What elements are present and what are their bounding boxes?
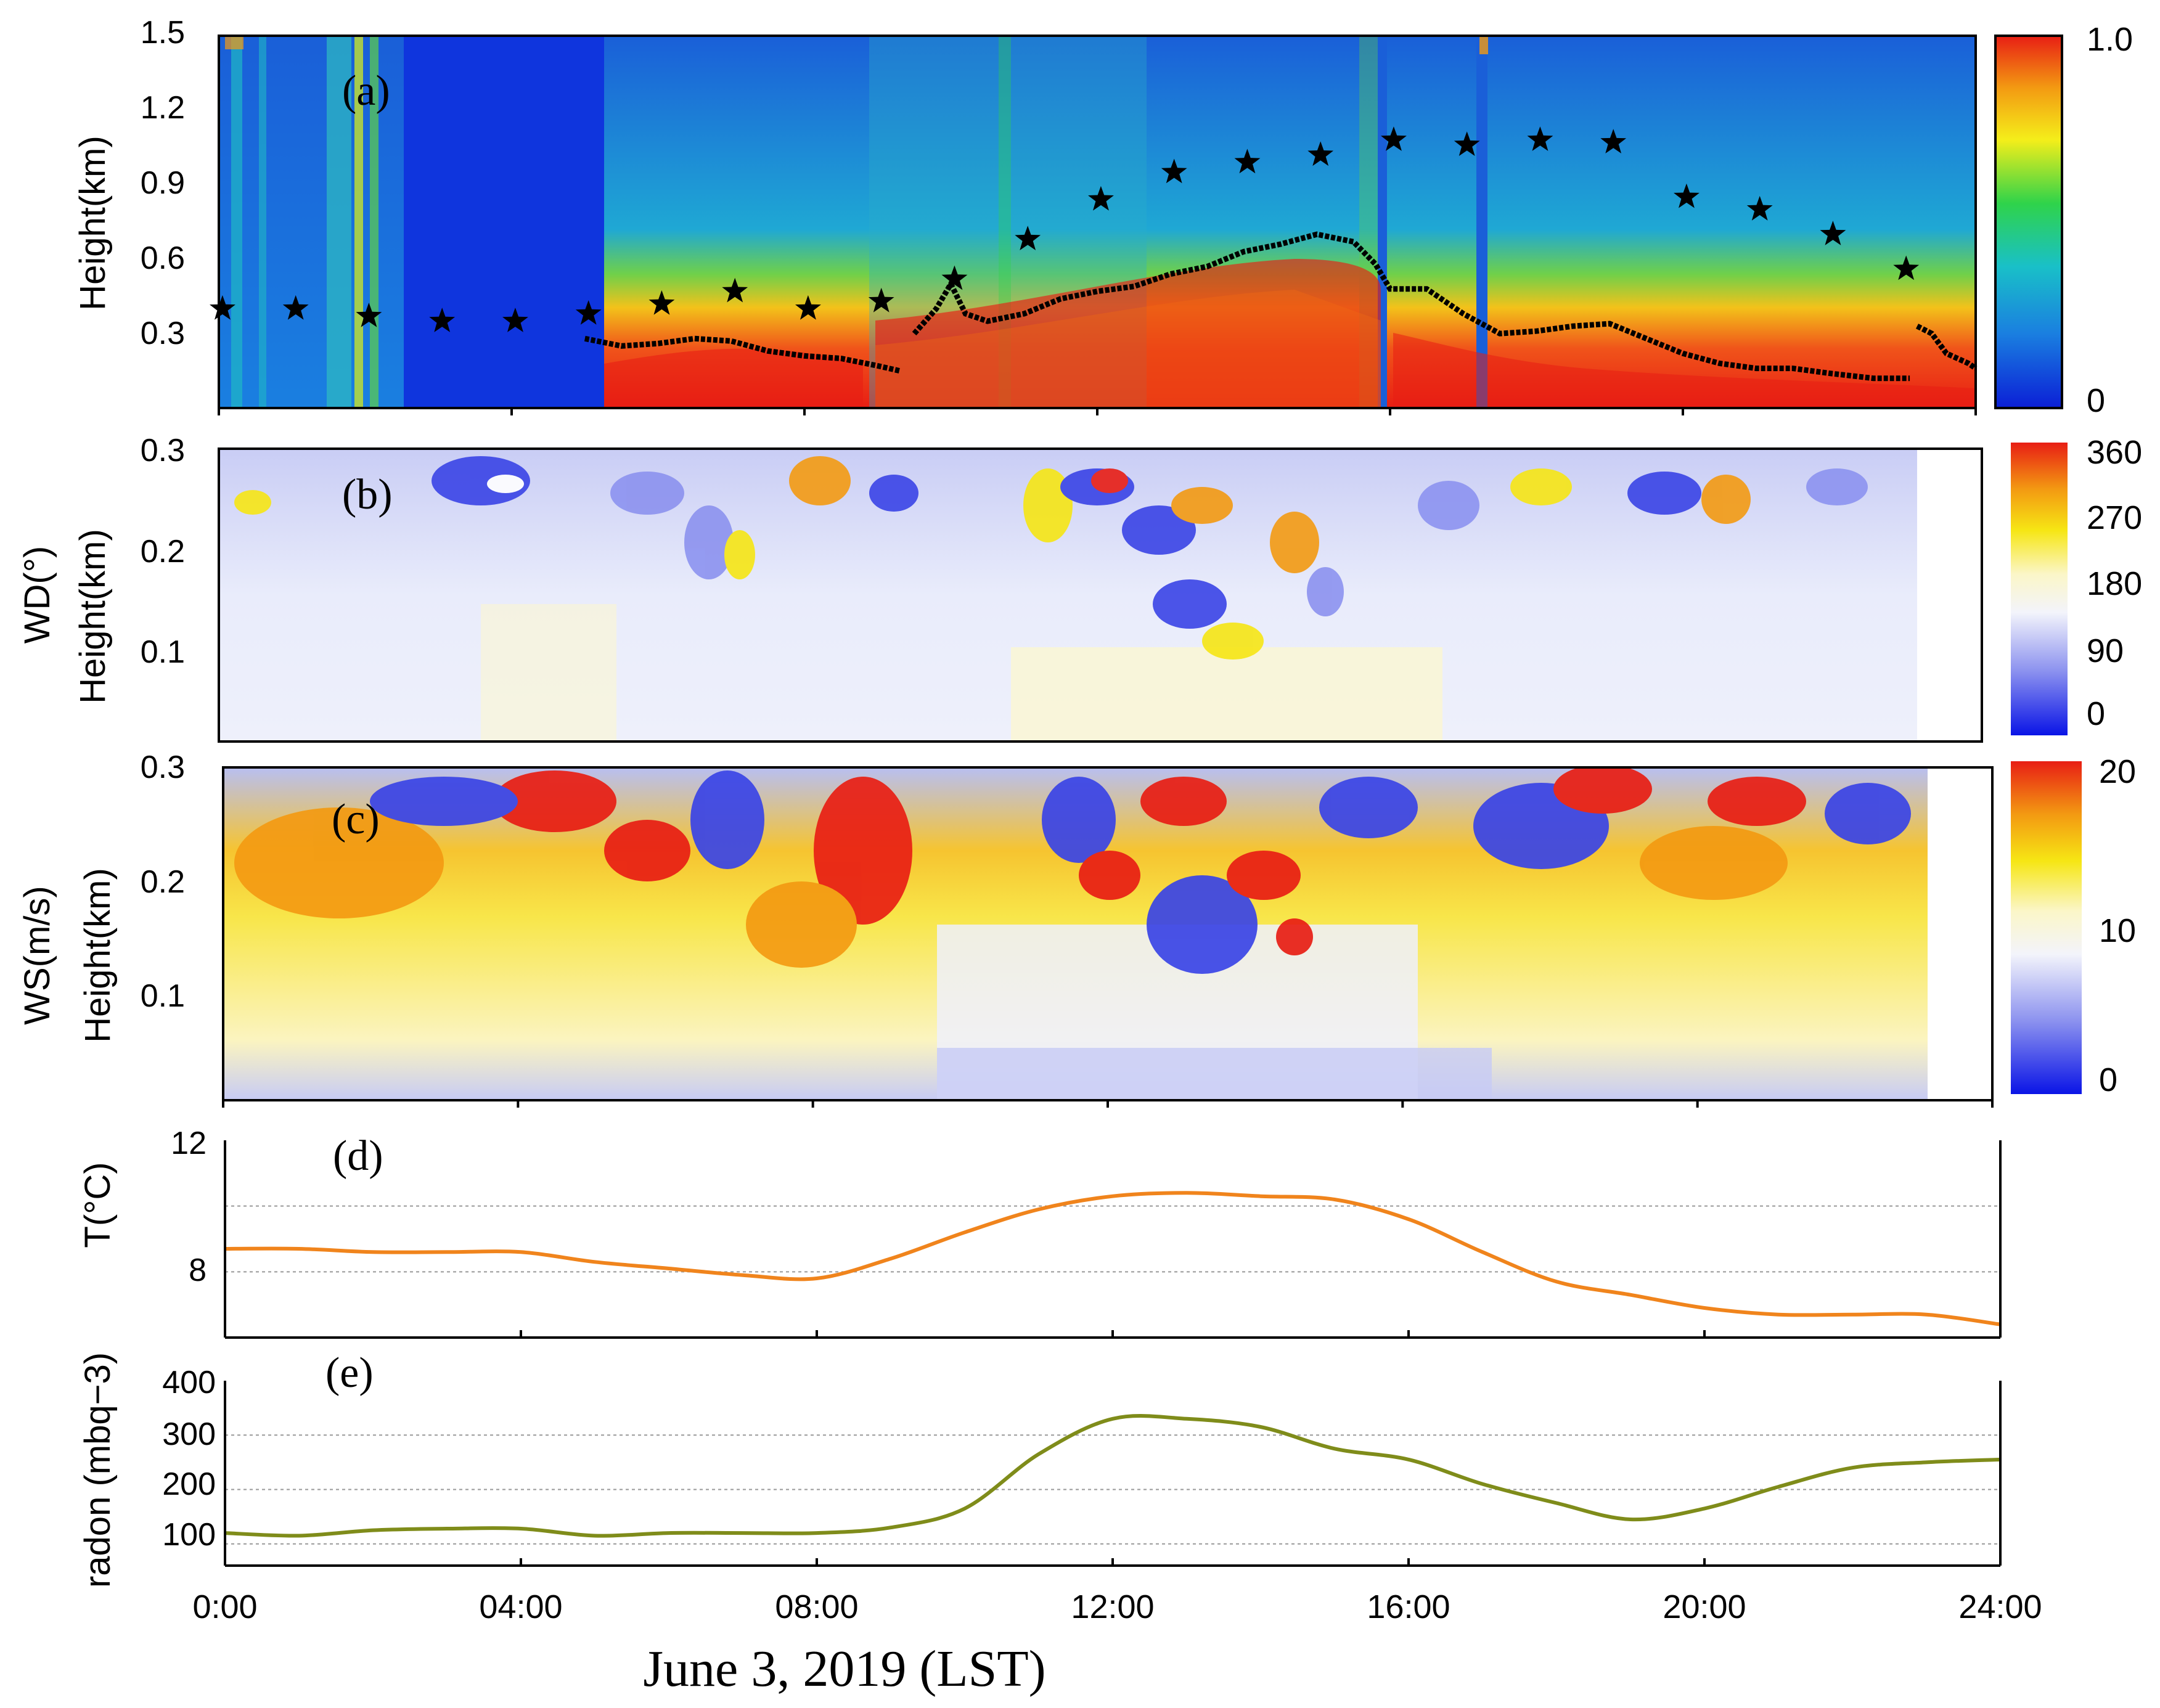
star-marker — [795, 295, 821, 320]
panel-d-ylabel: T(°C) — [78, 1162, 118, 1248]
panel-e-radon-line — [224, 1414, 2001, 1538]
star-marker — [282, 295, 309, 320]
star-marker — [1161, 158, 1187, 184]
panel-c: (c) 0.3 0.2 0.1 Height(km) WS(m/s) 20 10… — [17, 750, 2136, 1108]
panel-b-ytick: 0.1 — [141, 634, 185, 670]
star-marker — [648, 290, 675, 315]
x-axis-tick-labels: 0:00 04:00 08:00 12:00 16:00 20:00 24:00 — [192, 1588, 2042, 1625]
panel-d-gridlines — [225, 1205, 2000, 1273]
panel-d-temperature-line — [224, 1191, 2001, 1326]
panel-e-ytick: 300 — [162, 1416, 216, 1452]
panel-e-gridlines — [225, 1434, 2000, 1545]
panel-b-frame — [218, 447, 1983, 743]
panel-d: (d) 12 8 T(°C) — [78, 1126, 2002, 1339]
panel-a-mixing-layer — [584, 231, 1978, 382]
star-marker — [1746, 195, 1773, 221]
star-marker — [502, 308, 528, 332]
panel-a-heatmap — [219, 36, 1976, 408]
panel-b-ylabel-variable: WD(°) — [17, 546, 57, 644]
mixing-layer-segment — [912, 231, 1910, 382]
mixing-layer-segment — [584, 335, 901, 374]
panel-a-x-ticks — [218, 408, 1977, 415]
x-tick-label: 0:00 — [192, 1588, 257, 1625]
panel-e-ytick: 200 — [162, 1466, 216, 1502]
panel-a-label: (a) — [342, 67, 390, 115]
x-tick-label: 08:00 — [775, 1588, 858, 1625]
panel-b-colorbar-label: 0 — [2087, 695, 2105, 732]
panel-e-x-ticks — [224, 1558, 2002, 1566]
mixing-layer-segment — [1915, 324, 1978, 371]
panel-a-ytick: 0.6 — [141, 240, 185, 276]
star-marker — [941, 265, 968, 290]
panel-e-label: (e) — [325, 1349, 374, 1397]
panel-d-ytick: 12 — [171, 1126, 207, 1161]
panel-b-ytick: 0.3 — [141, 433, 185, 468]
panel-b-colorbar-label: 180 — [2087, 565, 2142, 602]
panel-a-colorbar-max: 1.0 — [2087, 21, 2133, 58]
panel-b-colorbar-label: 90 — [2087, 632, 2124, 669]
x-axis-title: June 3, 2019 (LST) — [643, 1640, 1045, 1698]
star-marker — [1893, 255, 1920, 280]
panel-b-label: (b) — [342, 471, 393, 518]
star-marker — [1454, 131, 1480, 156]
panel-b-ylabel: Height(km) — [73, 529, 113, 704]
panel-c-colorbar-label: 20 — [2099, 753, 2136, 790]
panel-d-ytick: 8 — [189, 1252, 207, 1288]
panel-c-x-ticks — [222, 1100, 1994, 1108]
panel-a-ytick: 1.5 — [141, 15, 185, 51]
panel-e-ytick: 100 — [162, 1517, 216, 1553]
star-marker — [210, 295, 235, 320]
star-marker — [722, 277, 748, 303]
panel-c-colorbar — [2011, 761, 2082, 1094]
panel-c-ytick: 0.3 — [141, 750, 185, 785]
panel-a-ylabel: Height(km) — [73, 136, 113, 311]
panel-b-colorbar-label: 270 — [2087, 499, 2142, 536]
panel-b-colorbar-label: 360 — [2087, 434, 2142, 471]
panel-e-ytick: 400 — [162, 1365, 216, 1400]
star-marker — [1307, 141, 1334, 166]
x-tick-label: 04:00 — [479, 1588, 562, 1625]
panel-b-heatmap — [219, 449, 1982, 742]
panel-e-ylabel: radon (mbq−3) — [78, 1352, 118, 1588]
panel-c-ylabel: Height(km) — [78, 868, 118, 1043]
panel-c-ytick: 0.2 — [141, 864, 185, 900]
panel-c-colorbar-label: 0 — [2099, 1061, 2117, 1098]
panel-a: (a) 1.5 1.2 0.9 0.6 0.3 Height(km) 1.0 0 — [73, 15, 2133, 419]
panel-c-heatmap — [223, 767, 1992, 1100]
panel-c-ylabel-variable: WS(m/s) — [17, 886, 57, 1025]
panel-a-stars — [210, 126, 1920, 332]
star-marker — [1674, 183, 1700, 208]
x-tick-label: 12:00 — [1071, 1588, 1154, 1625]
x-tick-label: 20:00 — [1663, 1588, 1746, 1625]
panel-a-ytick: 0.3 — [141, 316, 185, 351]
star-marker — [1381, 126, 1407, 151]
panel-d-x-ticks — [224, 1330, 2002, 1338]
star-marker — [1820, 221, 1846, 245]
star-marker — [1088, 186, 1114, 211]
panel-a-colorbar — [1994, 35, 2063, 409]
star-marker — [1600, 129, 1627, 153]
panel-c-label: (c) — [332, 796, 380, 843]
star-marker — [868, 287, 894, 313]
star-marker — [575, 300, 602, 325]
x-tick-label: 16:00 — [1367, 1588, 1450, 1625]
star-marker — [1527, 126, 1553, 151]
panel-c-ytick: 0.1 — [141, 978, 185, 1014]
star-marker — [429, 308, 456, 332]
panel-b: (b) 0.3 0.2 0.1 Height(km) WD(°) 360 270… — [17, 433, 2142, 743]
x-tick-label: 24:00 — [1958, 1588, 2042, 1625]
panel-a-colorbar-min: 0 — [2087, 382, 2105, 419]
panel-a-blank-region — [404, 36, 604, 408]
panel-e: (e) 400 300 200 100 radon (mbq−3) — [78, 1349, 2002, 1588]
panel-b-colorbar — [2011, 443, 2068, 735]
panel-c-colorbar-label: 10 — [2099, 912, 2136, 949]
panel-a-ytick: 1.2 — [141, 90, 185, 126]
star-marker — [356, 303, 382, 327]
panel-a-ytick: 0.9 — [141, 165, 185, 201]
star-marker — [1234, 149, 1261, 174]
panel-b-ytick: 0.2 — [141, 534, 185, 570]
star-marker — [1015, 226, 1041, 250]
panel-d-label: (d) — [333, 1132, 383, 1180]
